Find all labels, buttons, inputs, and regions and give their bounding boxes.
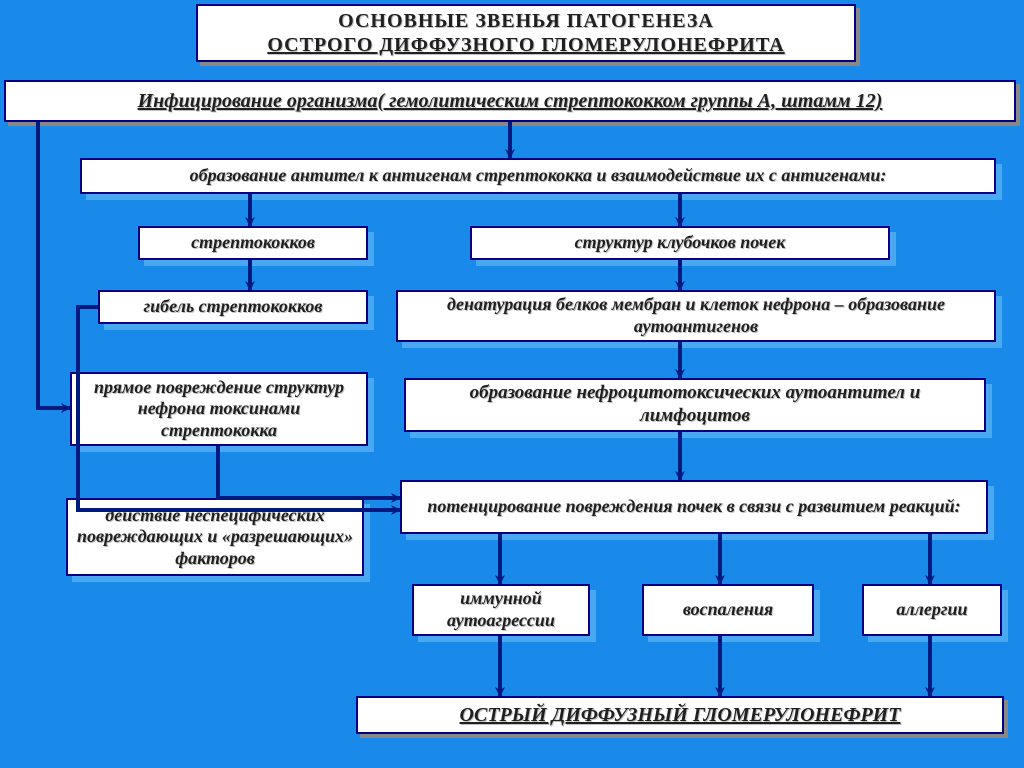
title-line1: ОСНОВНЫЕ ЗВЕНЬЯ ПАТОГЕНЕЗА	[267, 9, 784, 33]
denaturation-text: денатурация белков мембран и клеток нефр…	[406, 294, 986, 337]
node-infection: Инфицирование организма( гемолитическим …	[4, 80, 1016, 122]
node-death: гибель стрептококков	[98, 290, 368, 324]
node-streptococci: стрептококков	[138, 226, 368, 260]
title-box: ОСНОВНЫЕ ЗВЕНЬЯ ПАТОГЕНЕЗА ОСТРОГО ДИФФУ…	[196, 4, 856, 62]
node-final: ОСТРЫЙ ДИФФУЗНЫЙ ГЛОМЕРУЛОНЕФРИТ	[356, 696, 1004, 734]
death-text: гибель стрептококков	[144, 296, 323, 318]
node-denaturation: денатурация белков мембран и клеток нефр…	[396, 290, 996, 342]
direct-damage-text: прямое повреждение структур нефрона токс…	[80, 377, 358, 442]
node-glomeruli: структур клубочков почек	[470, 226, 890, 260]
antibodies-text: образование антител к антигенам стрепток…	[190, 165, 887, 187]
node-potentiation: потенцирование повреждения почек в связи…	[400, 480, 988, 534]
node-direct-damage: прямое повреждение структур нефрона токс…	[70, 372, 368, 446]
node-autoantibodies: образование нефроцитотоксических аутоант…	[404, 378, 986, 432]
autoantibodies-text: образование нефроцитотоксических аутоант…	[414, 382, 976, 428]
nonspecific-text: действие неспецифических повреждающих и …	[76, 505, 354, 570]
node-allergy: аллергии	[862, 584, 1002, 636]
inflammation-text: воспаления	[683, 599, 773, 621]
potentiation-text: потенцирование повреждения почек в связи…	[427, 496, 960, 518]
final-text: ОСТРЫЙ ДИФФУЗНЫЙ ГЛОМЕРУЛОНЕФРИТ	[460, 703, 901, 727]
node-inflammation: воспаления	[642, 584, 814, 636]
node-nonspecific: действие неспецифических повреждающих и …	[66, 498, 364, 576]
node-antibodies: образование антител к антигенам стрепток…	[80, 158, 996, 194]
title-line2: ОСТРОГО ДИФФУЗНОГО ГЛОМЕРУЛОНЕФРИТА	[267, 33, 784, 57]
immune-text: иммунной аутоагрессии	[422, 588, 580, 631]
streptococci-text: стрептококков	[191, 232, 315, 254]
node-immune: иммунной аутоагрессии	[412, 584, 590, 636]
allergy-text: аллергии	[896, 599, 967, 621]
glomeruli-text: структур клубочков почек	[575, 232, 786, 254]
infection-text: Инфицирование организма( гемолитическим …	[138, 89, 883, 113]
